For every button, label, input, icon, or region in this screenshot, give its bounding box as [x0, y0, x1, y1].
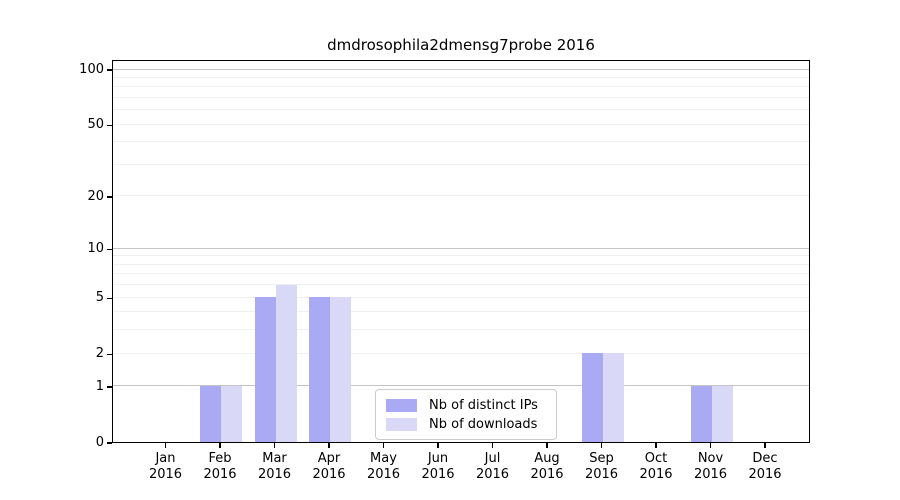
bar-downloads-apr — [330, 297, 351, 442]
y-tick-label-10: 10 — [87, 241, 104, 257]
bar-ips-apr — [309, 297, 330, 442]
x-tick-label-jul: Jul 2016 — [475, 451, 510, 482]
x-tick-jan — [164, 443, 167, 448]
gridline-minor-6 — [113, 284, 809, 286]
x-tick-label-oct: Oct 2016 — [639, 451, 673, 482]
gridline-minor-2 — [113, 352, 809, 354]
x-tick-label-may: May 2016 — [366, 451, 401, 482]
y-tick-0 — [107, 442, 112, 444]
plot-area — [112, 60, 810, 443]
x-tick-label-nov: Nov 2016 — [693, 451, 728, 482]
y-tick-label-20: 20 — [87, 188, 104, 204]
gridline-minor-50 — [113, 123, 809, 125]
legend: Nb of distinct IPs Nb of downloads — [375, 389, 557, 440]
gridline-minor-40 — [113, 141, 809, 143]
gridline-minor-8 — [113, 263, 809, 265]
y-tick-label-5: 5 — [95, 290, 104, 306]
bar-downloads-feb — [221, 385, 242, 442]
gridline-minor-70 — [113, 97, 809, 98]
bar-downloads-mar — [275, 284, 297, 442]
gridline-minor-9 — [113, 255, 809, 257]
x-tick-nov — [709, 443, 712, 448]
gridline-minor-4 — [113, 311, 809, 313]
x-tick-label-aug: Aug 2016 — [530, 451, 564, 482]
bar-ips-sep — [581, 353, 603, 442]
legend-swatch-downloads — [386, 418, 417, 431]
y-tick-label-1: 1 — [95, 378, 104, 394]
y-tick-2 — [107, 353, 112, 355]
gridline-minor-3 — [113, 329, 809, 331]
y-tick-5 — [107, 297, 112, 299]
bar-ips-nov — [690, 385, 712, 442]
x-tick-may — [382, 443, 385, 448]
bar-ips-feb — [200, 385, 221, 442]
x-tick-jul — [491, 443, 494, 448]
x-tick-label-jun: Jun 2016 — [421, 451, 455, 482]
legend-label-downloads: Nb of downloads — [429, 417, 538, 432]
y-tick-label-50: 50 — [87, 117, 104, 133]
legend-label-distinct-ips: Nb of distinct IPs — [429, 398, 538, 413]
y-tick-50 — [107, 124, 112, 126]
legend-item-downloads: Nb of downloads — [386, 416, 548, 433]
x-tick-apr — [328, 443, 330, 448]
x-tick-label-dec: Dec 2016 — [748, 451, 782, 482]
x-tick-label-feb: Feb 2016 — [203, 451, 237, 482]
x-tick-oct — [655, 443, 657, 448]
x-tick-label-apr: Apr 2016 — [312, 451, 346, 482]
gridline-major-10 — [113, 247, 809, 249]
gridline-minor-20 — [113, 195, 809, 197]
legend-swatch-distinct-ips — [386, 399, 417, 412]
gridline-minor-7 — [113, 273, 809, 275]
gridline-minor-60 — [113, 109, 809, 111]
x-tick-jun — [437, 443, 439, 448]
gridline-minor-90 — [113, 76, 809, 78]
bar-downloads-sep — [602, 353, 624, 442]
x-tick-label-sep: Sep 2016 — [584, 451, 619, 482]
y-tick-label-2: 2 — [95, 346, 104, 362]
x-tick-aug — [546, 443, 548, 448]
y-tick-20 — [107, 196, 112, 198]
x-tick-sep — [600, 443, 603, 448]
gridline-minor-5 — [113, 296, 809, 298]
y-tick-label-100: 100 — [79, 62, 104, 77]
bar-ips-mar — [254, 297, 276, 442]
gridline-minor-30 — [113, 163, 809, 165]
y-tick-100 — [107, 69, 112, 71]
x-tick-mar — [273, 443, 276, 448]
y-tick-label-0: 0 — [95, 435, 104, 450]
gridline-major-1 — [113, 385, 809, 387]
x-tick-label-jan: Jan 2016 — [148, 451, 183, 482]
bar-downloads-nov — [711, 385, 733, 442]
x-tick-label-mar: Mar 2016 — [257, 451, 292, 482]
gridline-minor-80 — [113, 86, 809, 88]
y-tick-10 — [107, 248, 112, 250]
y-tick-1 — [107, 386, 112, 388]
x-tick-dec — [764, 443, 766, 448]
chart-title: dmdrosophila2dmensg7probe 2016 — [327, 36, 595, 54]
gridline-major-100 — [113, 68, 809, 70]
x-tick-feb — [219, 443, 221, 448]
legend-item-distinct-ips: Nb of distinct IPs — [386, 397, 548, 414]
